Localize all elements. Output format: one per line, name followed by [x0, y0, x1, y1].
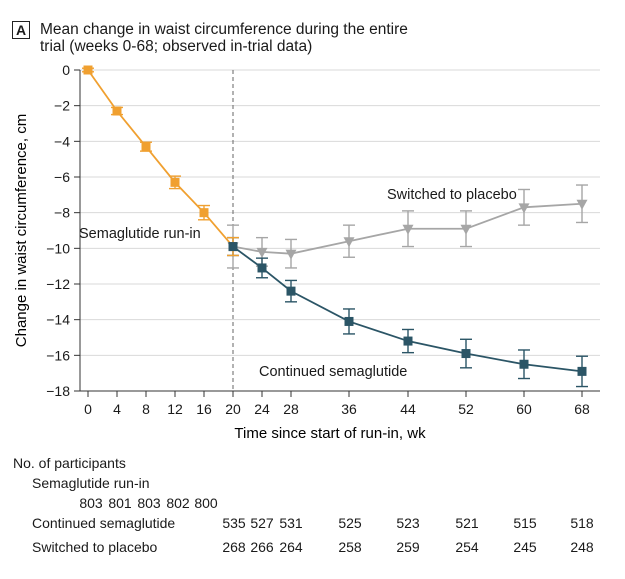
participant-count-continued: 527	[250, 515, 274, 531]
participant-count-runin: 800	[194, 495, 218, 511]
x-tick-label: 68	[574, 401, 590, 417]
x-axis-label: Time since start of run-in, wk	[234, 425, 426, 442]
participant-count-placebo: 259	[396, 539, 420, 555]
data-point	[577, 366, 587, 376]
x-tick-label: 20	[225, 401, 241, 417]
x-tick-label: 12	[167, 401, 183, 417]
participant-count-runin: 801	[108, 495, 132, 511]
data-point	[402, 224, 414, 235]
y-tick-label: −8	[54, 205, 70, 221]
participant-count-continued: 515	[513, 515, 537, 531]
participant-count-placebo: 258	[338, 539, 362, 555]
y-tick-label: −16	[46, 347, 70, 363]
series-annotation: Switched to placebo	[387, 187, 517, 203]
y-tick-label: 0	[62, 62, 70, 78]
series-line	[87, 69, 234, 248]
participant-count-continued: 521	[455, 515, 479, 531]
data-point	[344, 316, 354, 326]
participants-continued-label: Continued semaglutide	[32, 515, 176, 531]
y-tick-label: −6	[54, 169, 70, 185]
series-line	[232, 202, 583, 255]
y-tick-label: −10	[46, 240, 70, 256]
data-point	[141, 142, 151, 152]
y-tick-label: −18	[46, 383, 70, 399]
participants-placebo-label: Switched to placebo	[32, 539, 158, 555]
x-tick-label: 44	[400, 401, 416, 417]
data-point	[256, 247, 268, 258]
data-point	[199, 208, 209, 218]
y-axis-label: Change in waist circumference, cm	[13, 114, 30, 347]
data-point	[83, 65, 93, 75]
participant-count-continued: 518	[570, 515, 594, 531]
x-tick-label: 16	[196, 401, 212, 417]
participant-count-continued: 535	[222, 515, 246, 531]
data-point	[518, 203, 530, 214]
participant-count-continued: 523	[396, 515, 420, 531]
x-tick-label: 36	[341, 401, 357, 417]
participant-count-runin: 803	[137, 495, 161, 511]
participants-heading: No. of participants	[13, 455, 126, 471]
x-tick-label: 52	[458, 401, 474, 417]
data-point	[343, 237, 355, 248]
participant-count-placebo: 266	[250, 539, 274, 555]
x-tick-label: 28	[283, 401, 299, 417]
x-tick-label: 4	[113, 401, 121, 417]
data-point	[286, 286, 296, 296]
participant-count-runin: 802	[166, 495, 190, 511]
participant-count-placebo: 254	[455, 539, 479, 555]
series-annotation: Continued semaglutide	[259, 364, 407, 380]
participant-count-placebo: 245	[513, 539, 537, 555]
panel-label: A	[12, 21, 30, 39]
data-point	[285, 249, 297, 260]
x-tick-label: 60	[516, 401, 532, 417]
data-point	[403, 336, 413, 346]
participant-count-continued: 531	[279, 515, 303, 531]
data-point	[576, 199, 588, 210]
participant-count-runin: 803	[79, 495, 103, 511]
data-point	[112, 106, 122, 116]
chart: 0 −2 −4 −6 −8 −10 −12 −14 −16 −18 0 4 8 12 16 20 24 28 36 4…	[13, 62, 600, 442]
participant-count-placebo: 264	[279, 539, 303, 555]
participant-count-placebo: 268	[222, 539, 246, 555]
x-tick-label: 8	[142, 401, 150, 417]
x-tick-label: 0	[84, 401, 92, 417]
participants-runin-label: Semaglutide run-in	[32, 475, 150, 491]
data-point	[460, 224, 472, 235]
chart-title-line-1: Mean change in waist circumference durin…	[40, 21, 408, 38]
x-tick-label: 24	[254, 401, 270, 417]
data-point	[519, 359, 529, 369]
participant-count-continued: 525	[338, 515, 362, 531]
data-point	[461, 349, 471, 359]
data-point	[257, 263, 267, 273]
y-tick-label: −14	[46, 312, 70, 328]
y-tick-label: −12	[46, 276, 70, 292]
participant-count-placebo: 248	[570, 539, 594, 555]
series-annotation: Semaglutide run-in	[79, 226, 201, 242]
y-tick-label: −2	[54, 98, 70, 114]
data-point	[228, 242, 238, 252]
series-line	[232, 245, 583, 373]
chart-title-line-2: trial (weeks 0-68; observed in-trial dat…	[40, 38, 313, 55]
y-tick-label: −4	[54, 133, 70, 149]
data-point	[170, 177, 180, 187]
